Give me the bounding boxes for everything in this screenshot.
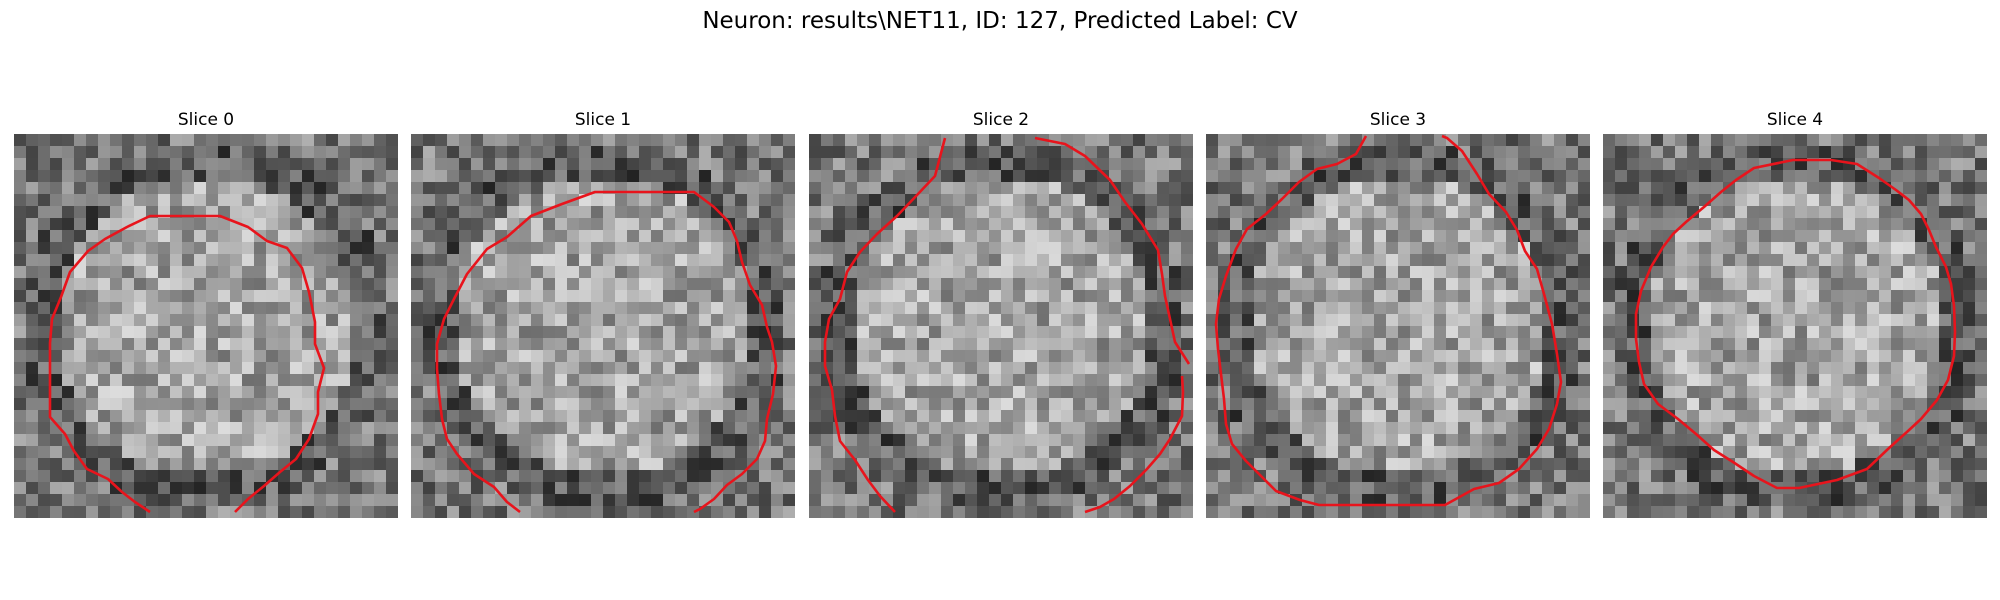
contour-line: [823, 137, 947, 513]
contour-line: [1634, 158, 1957, 490]
contour-line: [1084, 375, 1185, 514]
panel-title: Slice 0: [177, 110, 235, 130]
contour-line: [1214, 134, 1563, 507]
panel-title: Slice 4: [1766, 110, 1824, 130]
contour-line: [435, 190, 778, 514]
slice-image-4: [1603, 134, 1987, 518]
slice-image-0: [14, 134, 398, 518]
panel-title: Slice 1: [574, 110, 632, 130]
panel-title: Slice 3: [1369, 110, 1427, 130]
contour-line: [48, 214, 326, 514]
contour-line: [1034, 136, 1191, 365]
panel-title: Slice 2: [972, 110, 1030, 130]
figure-title: Neuron: results\NET11, ID: 127, Predicte…: [702, 8, 1298, 34]
slice-image-3: [1206, 134, 1590, 518]
slice-image-1: [411, 134, 795, 518]
slice-image-2: [809, 134, 1193, 518]
